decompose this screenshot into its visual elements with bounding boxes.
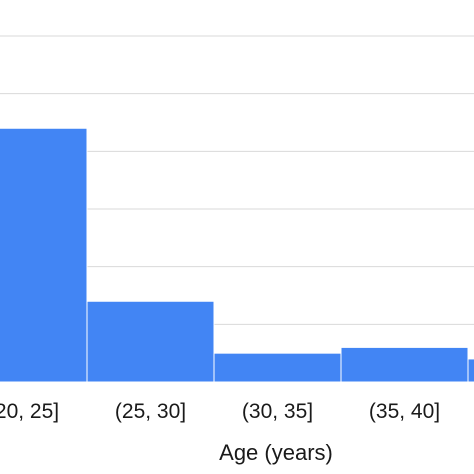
x-tick-label: (25, 30] xyxy=(115,400,186,423)
bar xyxy=(340,346,469,383)
bar xyxy=(86,300,215,383)
bar xyxy=(467,358,474,383)
bar xyxy=(213,352,342,383)
x-axis-title: Age (years) xyxy=(219,440,333,465)
x-tick-label: (30, 35] xyxy=(242,400,313,423)
x-tick-label: (20, 25] xyxy=(0,400,59,423)
x-tick-labels: (20, 25](25, 30](30, 35](35, 40](40, 45] xyxy=(0,400,440,423)
bars xyxy=(0,127,474,383)
bar xyxy=(0,127,88,383)
x-tick-label: (35, 40] xyxy=(369,400,440,423)
